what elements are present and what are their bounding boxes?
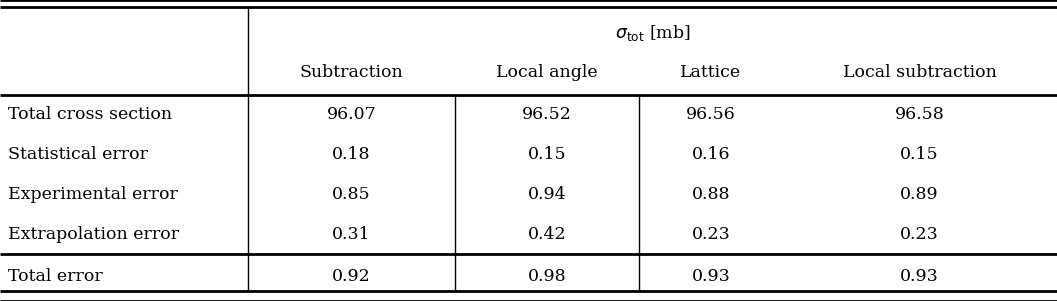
Text: 0.93: 0.93 (691, 268, 730, 285)
Text: 0.15: 0.15 (901, 146, 939, 163)
Text: 0.89: 0.89 (901, 186, 939, 203)
Text: Subtraction: Subtraction (299, 64, 404, 81)
Text: 0.85: 0.85 (332, 186, 371, 203)
Text: 0.94: 0.94 (527, 186, 567, 203)
Text: 96.52: 96.52 (522, 106, 572, 123)
Text: Total error: Total error (8, 268, 104, 285)
Text: 0.93: 0.93 (901, 268, 939, 285)
Text: Lattice: Lattice (681, 64, 741, 81)
Text: Local angle: Local angle (496, 64, 598, 81)
Text: Extrapolation error: Extrapolation error (8, 226, 180, 243)
Text: 96.07: 96.07 (327, 106, 376, 123)
Text: 0.18: 0.18 (332, 146, 371, 163)
Text: 0.92: 0.92 (332, 268, 371, 285)
Text: 0.15: 0.15 (527, 146, 567, 163)
Text: $\sigma_{\mathrm{tot}}$ [mb]: $\sigma_{\mathrm{tot}}$ [mb] (615, 23, 690, 43)
Text: Statistical error: Statistical error (8, 146, 148, 163)
Text: 0.31: 0.31 (332, 226, 371, 243)
Text: 96.58: 96.58 (894, 106, 945, 123)
Text: 0.88: 0.88 (691, 186, 730, 203)
Text: 0.23: 0.23 (691, 226, 730, 243)
Text: Total cross section: Total cross section (8, 106, 172, 123)
Text: Experimental error: Experimental error (8, 186, 179, 203)
Text: 0.98: 0.98 (527, 268, 567, 285)
Text: 0.23: 0.23 (901, 226, 939, 243)
Text: 96.56: 96.56 (686, 106, 736, 123)
Text: 0.42: 0.42 (527, 226, 567, 243)
Text: 0.16: 0.16 (691, 146, 730, 163)
Text: Local subtraction: Local subtraction (842, 64, 997, 81)
